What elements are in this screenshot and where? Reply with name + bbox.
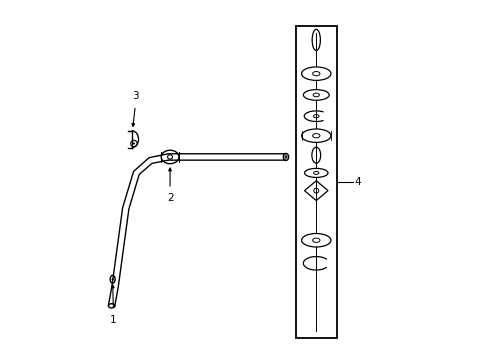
Bar <box>295 26 336 338</box>
Circle shape <box>133 143 135 145</box>
Text: 1: 1 <box>110 315 117 325</box>
Ellipse shape <box>303 90 328 100</box>
Ellipse shape <box>301 234 330 247</box>
Ellipse shape <box>304 168 327 177</box>
Text: 2: 2 <box>166 193 173 203</box>
Circle shape <box>111 278 114 280</box>
Text: 3: 3 <box>132 91 139 101</box>
Ellipse shape <box>161 150 179 164</box>
Ellipse shape <box>301 129 330 143</box>
Ellipse shape <box>285 156 286 158</box>
Ellipse shape <box>301 67 330 80</box>
Text: 4: 4 <box>354 177 360 187</box>
Ellipse shape <box>283 153 288 161</box>
